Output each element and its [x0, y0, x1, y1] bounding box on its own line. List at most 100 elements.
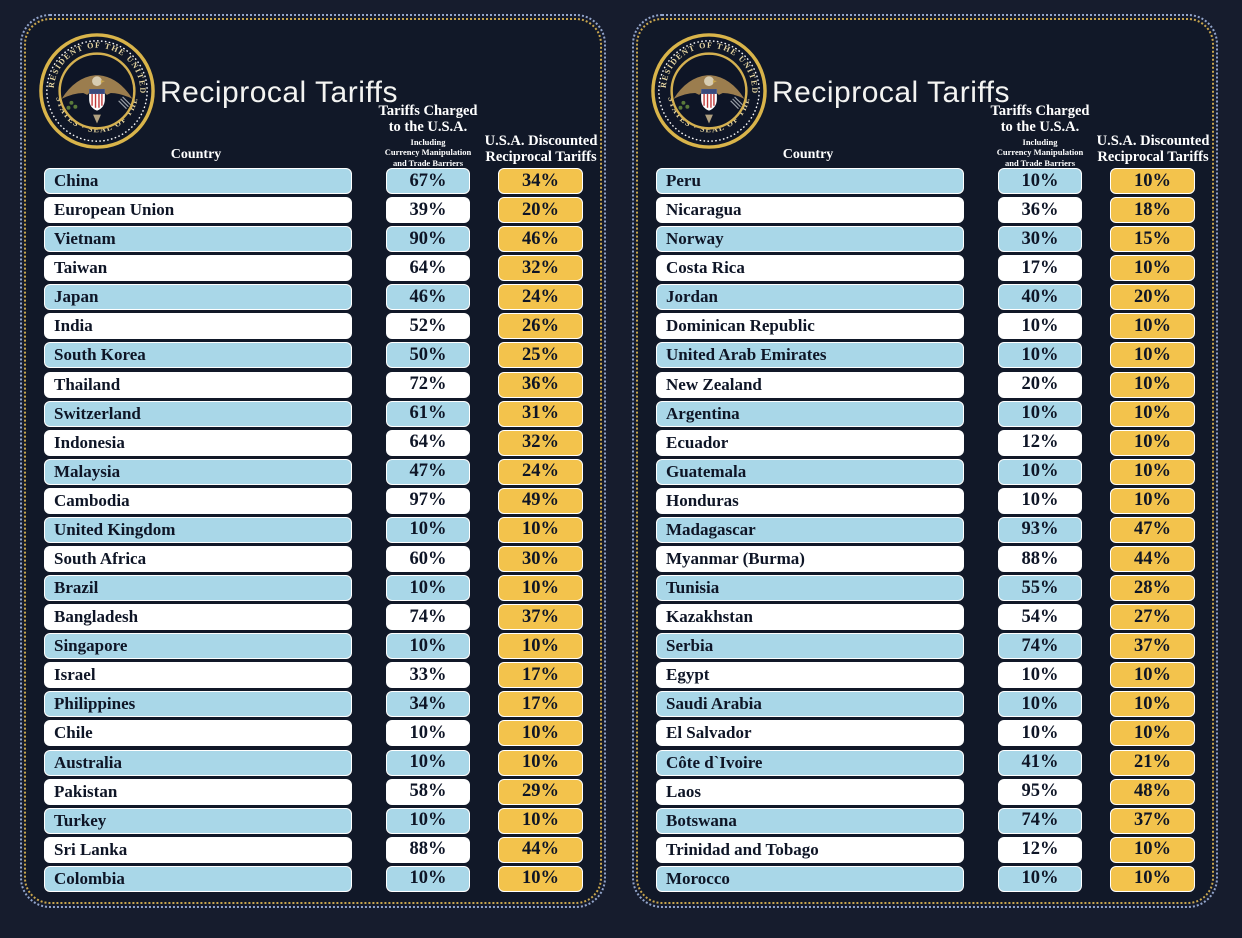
- table-row: Kazakhstan 54% 27%: [656, 604, 1202, 631]
- discounted-cell: 10%: [1110, 313, 1195, 340]
- country-cell: Cambodia: [44, 487, 352, 514]
- eagle-icon: [673, 75, 745, 124]
- charged-cell: 52%: [386, 313, 470, 340]
- country-cell: Guatemala: [656, 458, 964, 485]
- charged-cell: 12%: [998, 429, 1082, 456]
- table-row: Australia 10% 10%: [44, 749, 590, 776]
- charged-header-sub1: Including: [410, 137, 446, 148]
- charged-column-header: Tariffs Charged to the U.S.A. Including …: [353, 103, 503, 168]
- discounted-cell: 47%: [1110, 516, 1195, 543]
- discounted-cell: 29%: [498, 778, 583, 805]
- tariff-panel-left: PRESIDENT OF THE UNITED STATES · SEAL OF…: [20, 14, 606, 908]
- discounted-cell: 25%: [498, 342, 583, 369]
- charged-header-line1: Tariffs Charged: [990, 103, 1090, 119]
- charged-cell: 10%: [386, 516, 470, 543]
- discounted-cell: 28%: [1110, 575, 1195, 602]
- discounted-column-header: U.S.A. Discounted Reciprocal Tariffs: [466, 133, 616, 165]
- country-cell: Madagascar: [656, 516, 964, 543]
- charged-cell: 58%: [386, 778, 470, 805]
- charged-cell: 55%: [998, 575, 1082, 602]
- presidential-seal-svg: PRESIDENT OF THE UNITED STATES · SEAL OF…: [647, 25, 767, 149]
- discounted-cell: 10%: [498, 516, 583, 543]
- charged-header-line2: to the U.S.A.: [1000, 119, 1080, 136]
- discounted-cell: 10%: [1110, 720, 1195, 747]
- charged-cell: 10%: [998, 168, 1082, 194]
- charged-cell: 33%: [386, 662, 470, 689]
- discounted-cell: 10%: [1110, 342, 1195, 369]
- charged-cell: 74%: [386, 604, 470, 631]
- table-row: Madagascar 93% 47%: [656, 516, 1202, 543]
- table-row: Indonesia 64% 32%: [44, 429, 590, 456]
- charged-cell: 10%: [386, 633, 470, 660]
- table-row: European Union 39% 20%: [44, 197, 590, 224]
- table-row: Ecuador 12% 10%: [656, 429, 1202, 456]
- table-row: Vietnam 90% 46%: [44, 226, 590, 253]
- table-row: Dominican Republic 10% 10%: [656, 313, 1202, 340]
- table-row: South Korea 50% 25%: [44, 342, 590, 369]
- discounted-cell: 10%: [498, 575, 583, 602]
- discounted-cell: 10%: [1110, 662, 1195, 689]
- charged-cell: 10%: [998, 691, 1082, 718]
- charged-cell: 64%: [386, 255, 470, 282]
- charged-cell: 10%: [386, 865, 470, 892]
- table-row: China 67% 34%: [44, 168, 590, 194]
- table-row: United Kingdom 10% 10%: [44, 516, 590, 543]
- discounted-cell: 20%: [498, 197, 583, 224]
- charged-cell: 41%: [998, 749, 1082, 776]
- country-cell: Taiwan: [44, 255, 352, 282]
- country-cell: European Union: [44, 197, 352, 224]
- eagle-icon: [61, 75, 133, 124]
- charged-header-sub2: Currency Manipulation: [996, 147, 1084, 158]
- discounted-cell: 10%: [498, 749, 583, 776]
- charged-cell: 17%: [998, 255, 1082, 282]
- charged-cell: 10%: [998, 313, 1082, 340]
- charged-cell: 74%: [998, 807, 1082, 834]
- panel-inner-border: PRESIDENT OF THE UNITED STATES · SEAL OF…: [24, 18, 602, 904]
- country-cell: Nicaragua: [656, 197, 964, 224]
- country-cell: El Salvador: [656, 720, 964, 747]
- country-cell: Israel: [44, 662, 352, 689]
- charged-cell: 10%: [998, 458, 1082, 485]
- country-cell: Pakistan: [44, 778, 352, 805]
- country-cell: Bangladesh: [44, 604, 352, 631]
- charged-cell: 10%: [386, 749, 470, 776]
- discounted-cell: 10%: [1110, 429, 1195, 456]
- discounted-cell: 24%: [498, 458, 583, 485]
- discounted-cell: 30%: [498, 546, 583, 573]
- table-row: India 52% 26%: [44, 313, 590, 340]
- discounted-header-line2: Reciprocal Tariffs: [485, 149, 597, 166]
- country-cell: Japan: [44, 284, 352, 311]
- country-cell: Dominican Republic: [656, 313, 964, 340]
- charged-cell: 12%: [998, 836, 1082, 863]
- table-row: Morocco 10% 10%: [656, 865, 1202, 892]
- discounted-cell: 26%: [498, 313, 583, 340]
- country-cell: Turkey: [44, 807, 352, 834]
- table-row: Brazil 10% 10%: [44, 575, 590, 602]
- country-cell: Morocco: [656, 865, 964, 892]
- rows: Peru 10% 10% Nicaragua 36% 18% Norway 30…: [656, 168, 1202, 892]
- table-row: Colombia 10% 10%: [44, 865, 590, 892]
- table-row: United Arab Emirates 10% 10%: [656, 342, 1202, 369]
- country-cell: Saudi Arabia: [656, 691, 964, 718]
- charged-column-header: Tariffs Charged to the U.S.A. Including …: [965, 103, 1115, 168]
- country-cell: Argentina: [656, 400, 964, 427]
- charged-cell: 20%: [998, 371, 1082, 398]
- charged-cell: 34%: [386, 691, 470, 718]
- charged-cell: 10%: [998, 400, 1082, 427]
- country-cell: Colombia: [44, 865, 352, 892]
- charged-cell: 90%: [386, 226, 470, 253]
- charged-header-sub2: Currency Manipulation: [384, 147, 472, 158]
- panel-title: Reciprocal Tariffs: [160, 76, 398, 109]
- discounted-cell: 17%: [498, 662, 583, 689]
- country-cell: Costa Rica: [656, 255, 964, 282]
- presidential-seal-icon: PRESIDENT OF THE UNITED STATES · SEAL OF…: [647, 25, 768, 150]
- table-row: Serbia 74% 37%: [656, 633, 1202, 660]
- country-cell: Malaysia: [44, 458, 352, 485]
- country-cell: Brazil: [44, 575, 352, 602]
- table-row: Norway 30% 15%: [656, 226, 1202, 253]
- country-cell: Ecuador: [656, 429, 964, 456]
- charged-header-sub3: and Trade Barriers: [1004, 157, 1076, 168]
- discounted-column-header: U.S.A. Discounted Reciprocal Tariffs: [1078, 133, 1228, 165]
- table-row: Taiwan 64% 32%: [44, 255, 590, 282]
- charged-cell: 40%: [998, 284, 1082, 311]
